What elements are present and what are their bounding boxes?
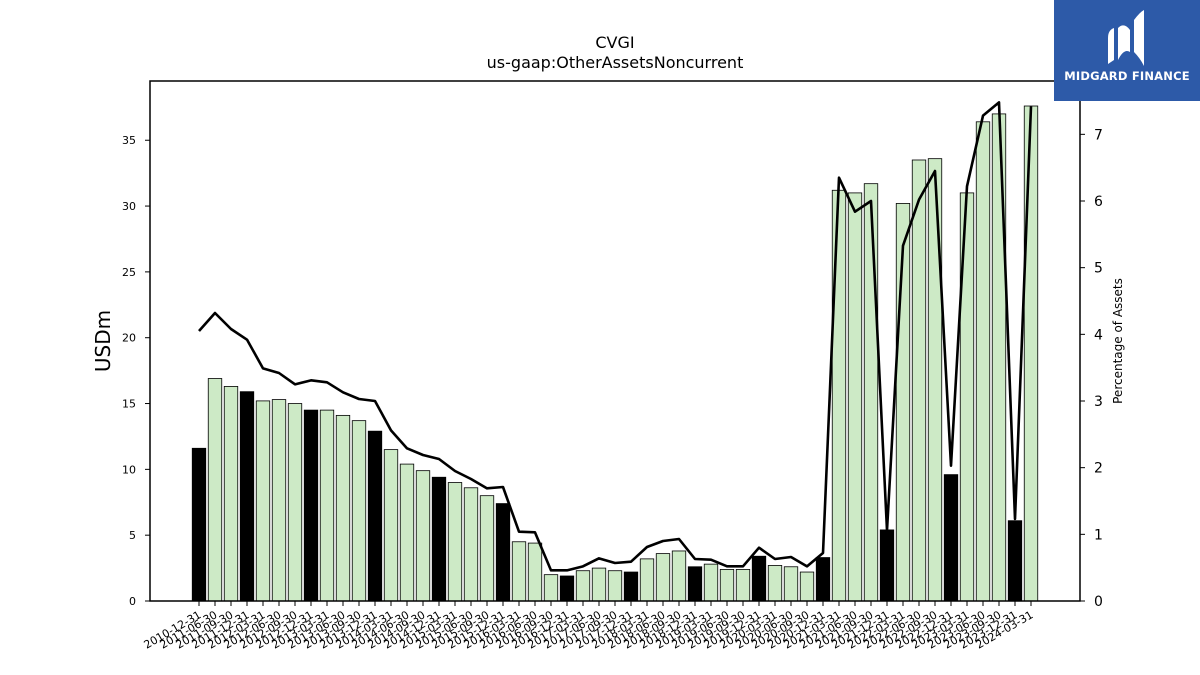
bar: [319, 409, 335, 602]
bar: [991, 113, 1007, 602]
y2-tick-label: 1: [1094, 527, 1103, 543]
y2-tick-label: 4: [1094, 327, 1103, 343]
midgard-m-icon: [1108, 10, 1144, 66]
y2-tick-label: 5: [1094, 261, 1103, 277]
logo-text: MIDGARD FINANCE: [1064, 69, 1190, 83]
bar: [399, 463, 415, 602]
bar: [495, 503, 511, 602]
bar: [847, 192, 863, 602]
bar: [1007, 520, 1023, 602]
y2-tick-label: 7: [1094, 127, 1103, 143]
bar: [511, 541, 527, 602]
y-tick-label: 15: [122, 398, 136, 411]
bar: [767, 565, 783, 602]
bar: [303, 409, 319, 602]
bar: [271, 399, 287, 602]
y-axis: 0 5 10 15 20 25 30 35: [122, 134, 150, 608]
bar: [607, 570, 623, 602]
bar: [799, 571, 815, 602]
y-tick-label: 10: [122, 463, 136, 476]
bar: [639, 558, 655, 602]
bar: [463, 487, 479, 602]
y-tick-label: 20: [122, 332, 136, 345]
bar: [335, 414, 351, 602]
bar: [1023, 105, 1039, 602]
bar: [479, 495, 495, 602]
bar: [591, 567, 607, 602]
bar: [943, 474, 959, 602]
bar: [879, 529, 895, 602]
bar: [719, 569, 735, 602]
bar: [671, 550, 687, 602]
bar: [287, 403, 303, 602]
bar: [239, 391, 255, 602]
y-tick-label: 35: [122, 134, 136, 147]
bar: [543, 574, 559, 602]
chart-title: CVGI: [595, 33, 634, 52]
bar: [735, 569, 751, 602]
bar: [383, 449, 399, 602]
bar: [559, 575, 575, 602]
bar: [911, 159, 927, 602]
x-axis: 2010-12-312011-06-302011-09-302011-12-31…: [142, 601, 1036, 652]
bar: [975, 121, 991, 602]
bar: [431, 476, 447, 602]
bar-group: [191, 105, 1039, 602]
y-tick-label: 30: [122, 200, 136, 213]
bar: [751, 555, 767, 602]
y2-tick-label: 6: [1094, 194, 1103, 210]
bar: [815, 557, 831, 602]
y-tick-label: 25: [122, 266, 136, 279]
midgard-finance-logo: MIDGARD FINANCE: [1054, 0, 1200, 101]
bar: [927, 158, 943, 602]
bar: [575, 570, 591, 602]
y2-axis-label: Percentage of Assets: [1111, 278, 1125, 404]
y-tick-label: 0: [129, 595, 136, 608]
y2-axis: 0 1 2 3 4 5 6 7: [1080, 127, 1103, 610]
bar: [527, 542, 543, 602]
y2-tick-label: 3: [1094, 394, 1103, 410]
bar: [351, 420, 367, 602]
y2-tick-label: 0: [1094, 594, 1103, 610]
y2-tick-label: 2: [1094, 461, 1103, 477]
bar: [623, 571, 639, 602]
bar: [703, 563, 719, 602]
bar: [255, 400, 271, 602]
bar: [863, 183, 879, 602]
bar: [687, 566, 703, 602]
bar: [223, 386, 239, 602]
bar: [191, 447, 207, 602]
bar: [207, 378, 223, 602]
bar: [783, 566, 799, 602]
bar: [447, 482, 463, 602]
y-tick-label: 5: [129, 529, 136, 542]
bar: [367, 430, 383, 602]
bar: [415, 470, 431, 602]
chart-subtitle: us-gaap:OtherAssetsNoncurrent: [487, 53, 744, 72]
bar: [655, 553, 671, 602]
line-group: [198, 101, 1033, 572]
bar: [831, 189, 847, 602]
series-line: [198, 101, 1033, 572]
y-axis-label: USDm: [91, 310, 115, 372]
